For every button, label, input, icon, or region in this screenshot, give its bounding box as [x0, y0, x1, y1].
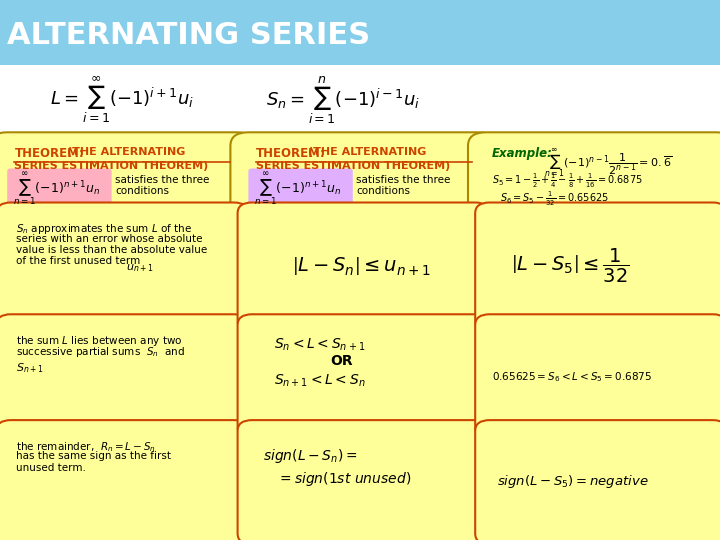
Text: $sign(L - S_5) = \mathit{negative}$: $sign(L - S_5) = \mathit{negative}$ — [497, 473, 649, 490]
Text: $S_{n+1} < L < S_n$: $S_{n+1} < L < S_n$ — [274, 373, 365, 389]
Text: (THE ALTERNATING: (THE ALTERNATING — [308, 147, 426, 157]
FancyBboxPatch shape — [0, 420, 248, 540]
FancyBboxPatch shape — [7, 168, 112, 209]
Text: satisfies the three: satisfies the three — [356, 175, 451, 185]
Text: $\sum_{n=1}^{\infty}(-1)^{n+1}u_n$: $\sum_{n=1}^{\infty}(-1)^{n+1}u_n$ — [13, 171, 100, 207]
Text: series with an error whose absolute: series with an error whose absolute — [16, 234, 202, 244]
FancyBboxPatch shape — [230, 132, 497, 540]
Text: conditions: conditions — [356, 186, 410, 195]
Text: conditions: conditions — [115, 186, 169, 195]
FancyBboxPatch shape — [238, 314, 490, 438]
FancyBboxPatch shape — [238, 420, 490, 540]
Text: $S_5 = 1-\frac{1}{2}+\frac{1}{4}-\frac{1}{8}+\frac{1}{16}=0.6875$: $S_5 = 1-\frac{1}{2}+\frac{1}{4}-\frac{1… — [492, 172, 642, 190]
Text: unused term.: unused term. — [16, 463, 86, 473]
Text: OR: OR — [330, 354, 354, 368]
Text: $\sum_{n=1}^{\infty}(-1)^{n+1}u_n$: $\sum_{n=1}^{\infty}(-1)^{n+1}u_n$ — [254, 171, 341, 207]
Text: the remainder,  $R_n = L - S_n$: the remainder, $R_n = L - S_n$ — [16, 440, 156, 454]
Text: $0.65625 = S_6 < L < S_5 = 0.6875$: $0.65625 = S_6 < L < S_5 = 0.6875$ — [492, 370, 652, 384]
FancyBboxPatch shape — [0, 202, 248, 332]
Text: $sign(L - S_n) =$: $sign(L - S_n) =$ — [263, 447, 357, 465]
FancyBboxPatch shape — [0, 314, 248, 438]
FancyBboxPatch shape — [475, 420, 720, 540]
Text: $S_6 = S_5 - \frac{1}{32} = 0.65625$: $S_6 = S_5 - \frac{1}{32} = 0.65625$ — [500, 190, 609, 208]
Text: has the same sign as the first: has the same sign as the first — [16, 451, 171, 462]
Text: ALTERNATING SERIES: ALTERNATING SERIES — [7, 21, 370, 50]
Text: $\sum_{n=1}^{\infty}(-1)^{n-1}\dfrac{1}{2^{n-1}}=0.\overline{6}$: $\sum_{n=1}^{\infty}(-1)^{n-1}\dfrac{1}{… — [544, 146, 672, 179]
FancyBboxPatch shape — [475, 202, 720, 332]
Text: $\left|L - S_n\right| \leq u_{n+1}$: $\left|L - S_n\right| \leq u_{n+1}$ — [292, 255, 431, 276]
Text: value is less than the absolute value: value is less than the absolute value — [16, 245, 207, 255]
Text: $= sign(\mathit{1st\ unused})$: $= sign(\mathit{1st\ unused})$ — [277, 470, 411, 488]
Text: $u_{n+1}$: $u_{n+1}$ — [126, 262, 154, 274]
Text: $S_n < L < S_{n+1}$: $S_n < L < S_{n+1}$ — [274, 336, 365, 353]
Text: of the first unused term: of the first unused term — [16, 256, 140, 267]
Text: THEOREM:: THEOREM: — [256, 147, 325, 160]
FancyBboxPatch shape — [0, 65, 720, 140]
Text: $S_n$ approximates the sum $L$ of the: $S_n$ approximates the sum $L$ of the — [16, 222, 192, 237]
Text: satisfies the three: satisfies the three — [115, 175, 210, 185]
Text: SERIES ESTIMATION THEOREM): SERIES ESTIMATION THEOREM) — [256, 161, 450, 171]
FancyBboxPatch shape — [248, 168, 353, 209]
FancyBboxPatch shape — [468, 132, 720, 540]
Text: successive partial sums  $S_n$  and: successive partial sums $S_n$ and — [16, 345, 184, 359]
Text: SERIES ESTIMATION THEOREM): SERIES ESTIMATION THEOREM) — [14, 161, 209, 171]
Text: $\left|L - S_5\right| \leq \dfrac{1}{32}$: $\left|L - S_5\right| \leq \dfrac{1}{32}… — [511, 247, 630, 285]
Text: $L=\sum_{i=1}^{\infty}(-1)^{i+1}u_i$: $L=\sum_{i=1}^{\infty}(-1)^{i+1}u_i$ — [50, 75, 194, 125]
FancyBboxPatch shape — [0, 132, 256, 540]
Text: THEOREM:: THEOREM: — [14, 147, 84, 160]
Text: $S_n=\sum_{i=1}^{n}(-1)^{i-1}u_i$: $S_n=\sum_{i=1}^{n}(-1)^{i-1}u_i$ — [266, 74, 420, 126]
FancyBboxPatch shape — [475, 314, 720, 438]
FancyBboxPatch shape — [0, 0, 720, 65]
Text: Example:: Example: — [492, 147, 553, 160]
Text: $S_{n+1}$: $S_{n+1}$ — [16, 361, 44, 375]
Text: (THE ALTERNATING: (THE ALTERNATING — [67, 147, 185, 157]
Text: the sum $L$ lies between any two: the sum $L$ lies between any two — [16, 334, 182, 348]
FancyBboxPatch shape — [238, 202, 490, 332]
